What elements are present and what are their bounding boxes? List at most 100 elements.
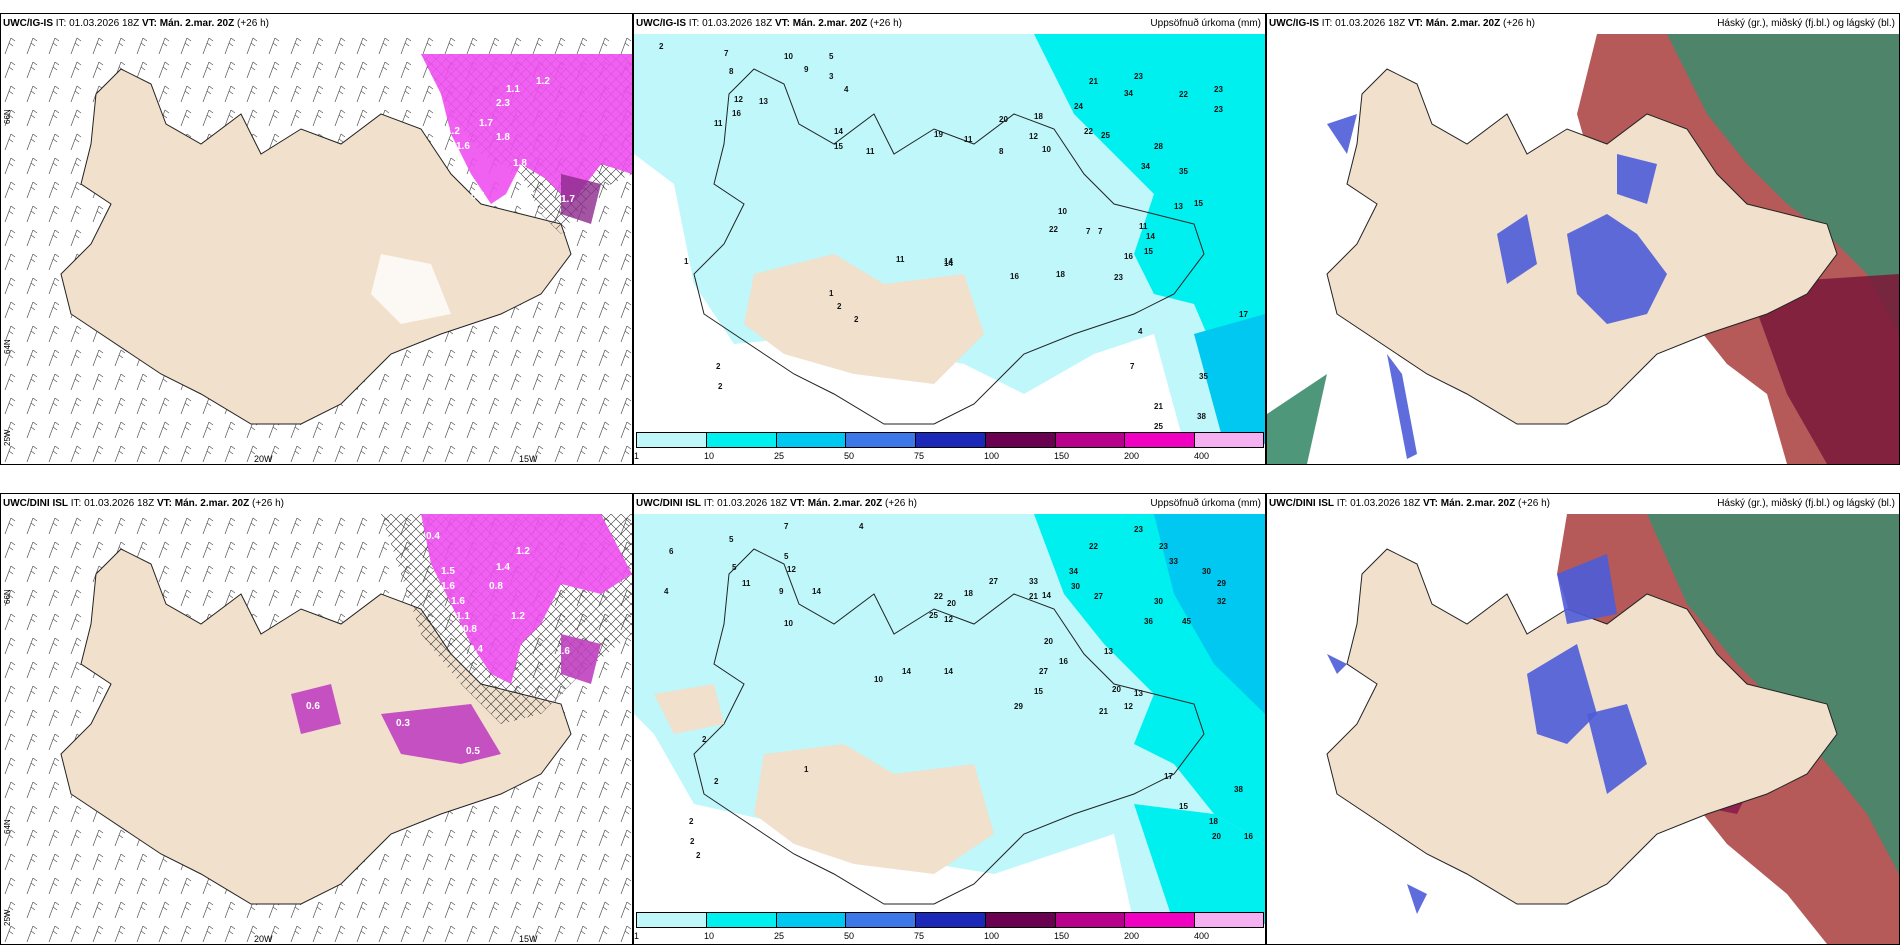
colorbar-segment [1125, 913, 1196, 927]
colorbar-segment [916, 913, 986, 927]
precip-value: 30 [1154, 597, 1163, 606]
lat-label: 25W [3, 429, 12, 446]
colorbar-label: 200 [1124, 931, 1140, 941]
model-name: UWC/IG-IS [3, 18, 53, 29]
panel-precip-bottom: UWC/DINI ISL IT: 01.03.2026 18Z VT: Mán.… [633, 493, 1266, 945]
precip-value: 23 [1159, 542, 1168, 551]
precip-value: 2 [702, 735, 707, 744]
precip-value: 5 [729, 535, 734, 544]
precip-value: 7 [784, 522, 789, 531]
precip-value: 14 [812, 587, 821, 596]
colorbar-label: 1 [634, 451, 640, 461]
precip-value: 18 [1209, 817, 1218, 826]
panel-title: Uppsöfnuð úrkoma (mm) [1150, 498, 1261, 509]
colorbar-label: 10 [704, 931, 715, 941]
precip-map-top: 2 7 10 9 5 3 8 4 12 13 11 11 16 14 15 19… [634, 34, 1265, 444]
precip-value: 16 [1124, 252, 1133, 261]
precip-value: 4 [844, 85, 849, 94]
precip-value: 10 [784, 619, 793, 628]
precip-value: 17 [1239, 310, 1248, 319]
precip-value: 2 [696, 851, 701, 860]
colorbar-segment [706, 433, 777, 447]
precip-value: 6 [669, 547, 674, 556]
precip-value: 9 [779, 587, 784, 596]
precip-value: 45 [1182, 617, 1191, 626]
precip-value: 10 [874, 675, 883, 684]
colorbar-segment [637, 433, 707, 447]
panel-wind-bottom: UWC/DINI ISL IT: 01.03.2026 18Z VT: Mán.… [0, 493, 633, 945]
precip-value: 2 [690, 837, 695, 846]
precip-value: 15 [1179, 802, 1188, 811]
precip-value: 11 [896, 255, 905, 264]
panel-title: Háský (gr.), miðský (fj.bl.) og lágský (… [1717, 18, 1895, 29]
colorbar-segment [846, 913, 917, 927]
precip-value: 25 [1101, 131, 1110, 140]
lat-label: 64N [3, 819, 12, 834]
colorbar-labels: 1 10 25 50 75 100 150 200 400 [634, 931, 1264, 943]
wind-value: 0.8 [463, 624, 477, 635]
colorbar-segment [1055, 433, 1126, 447]
precip-value: 2 [714, 777, 719, 786]
precip-value: 9 [804, 65, 809, 74]
precip-value: 12 [1124, 702, 1133, 711]
lon-label: 20W [254, 454, 273, 464]
wind-value: 1.2 [446, 126, 460, 137]
precip-value: 14 [834, 127, 843, 136]
wind-value: 0.5 [466, 746, 480, 757]
panel-header: UWC/DINI ISL IT: 01.03.2026 18Z VT: Mán.… [1269, 498, 1550, 509]
precip-value: 20 [947, 599, 956, 608]
precip-value: 12 [944, 615, 953, 624]
wind-value: 1.6 [556, 646, 570, 657]
iceland-land [693, 68, 1205, 425]
precip-value: 20 [1044, 637, 1053, 646]
precip-value: 12 [1029, 132, 1038, 141]
wind-value: 1.7 [479, 118, 493, 129]
colorbar-label: 75 [914, 451, 925, 461]
precip-value: 20 [1212, 832, 1221, 841]
panel-cloud-top: UWC/IG-IS IT: 01.03.2026 18Z VT: Mán. 2.… [1266, 13, 1900, 465]
precip-value: 8 [999, 147, 1004, 156]
colorbar-segment [916, 433, 986, 447]
precip-value: 27 [989, 577, 998, 586]
precip-value: 19 [934, 130, 943, 139]
precip-value: 7 [724, 49, 729, 58]
precip-value: 33 [1029, 577, 1038, 586]
precip-value: 21 [1089, 77, 1098, 86]
precip-value: 25 [929, 611, 938, 620]
precip-value: 16 [732, 109, 741, 118]
precip-value: 2 [689, 817, 694, 826]
precip-value: 14 [944, 259, 953, 268]
panel-header: UWC/IG-IS IT: 01.03.2026 18Z VT: Mán. 2.… [636, 18, 902, 29]
snow-area [421, 54, 632, 204]
precip-value: 13 [1104, 647, 1113, 656]
precip-value: 23 [1134, 525, 1143, 534]
wind-value: 0.4 [471, 191, 485, 202]
precip-value: 22 [1084, 127, 1093, 136]
precip-value: 21 [1029, 592, 1038, 601]
colorbar-label: 100 [984, 451, 1000, 461]
precip-value: 4 [664, 587, 669, 596]
precip-value: 14 [902, 667, 911, 676]
colorbar-label: 25 [774, 931, 785, 941]
colorbar-segment [1195, 913, 1264, 927]
precip-value: 20 [1112, 685, 1121, 694]
wind-value: 1.2 [516, 546, 530, 557]
precip-value: 15 [1194, 199, 1203, 208]
panel-header: UWC/DINI ISL IT: 01.03.2026 18Z VT: Mán.… [3, 498, 284, 509]
precip-value: 16 [1059, 657, 1068, 666]
wind-value: 1.1 [506, 84, 520, 95]
precip-value: 11 [714, 119, 723, 128]
precip-value: 22 [1089, 542, 1098, 551]
precip-value: 22 [934, 592, 943, 601]
precip-value: 16 [1244, 832, 1253, 841]
colorbar-label: 50 [844, 931, 855, 941]
wind-value: 1.4 [496, 562, 510, 573]
colorbar-label: 10 [704, 451, 715, 461]
precip-value: 20 [999, 115, 1008, 124]
precip-value: 36 [1144, 617, 1153, 626]
precip-value: 34 [1124, 89, 1133, 98]
wind-value: 1.5 [441, 566, 455, 577]
wind-value: 1.1 [521, 186, 535, 197]
precip-value: 13 [759, 97, 768, 106]
precip-value: 16 [1010, 272, 1019, 281]
